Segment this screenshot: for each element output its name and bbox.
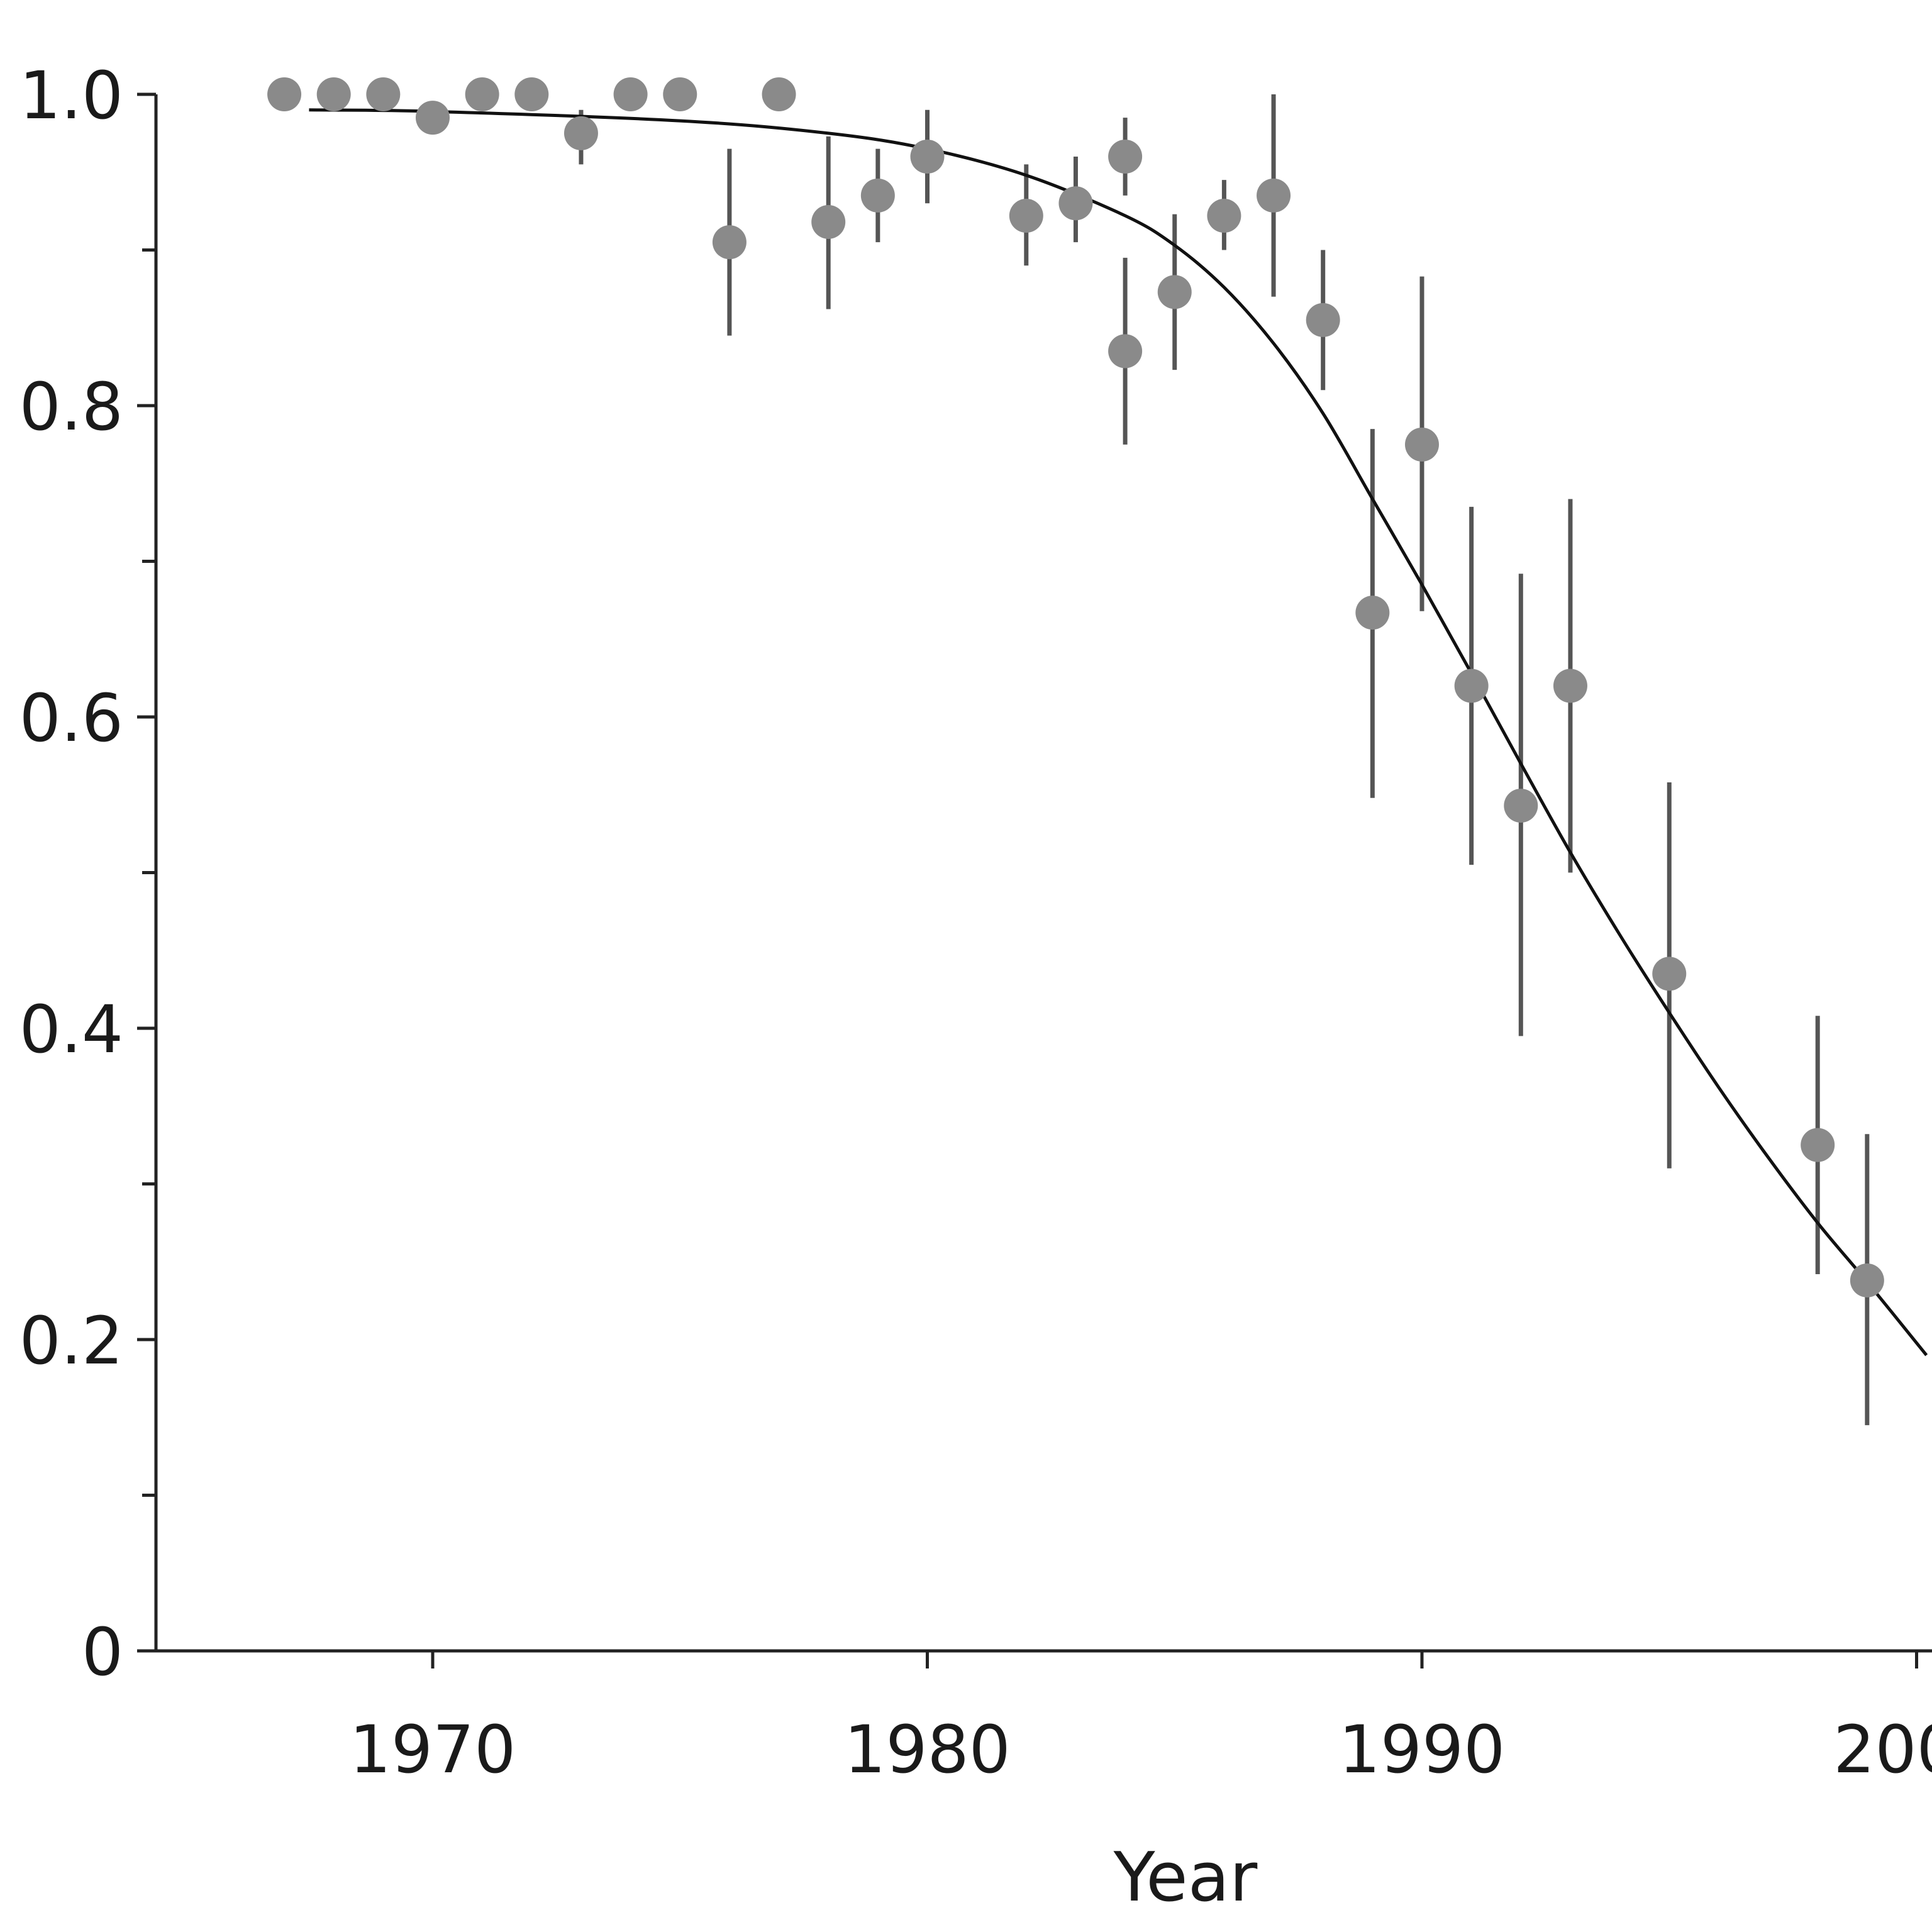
data-points bbox=[267, 77, 1884, 1297]
data-point bbox=[1405, 427, 1439, 462]
data-point bbox=[1108, 334, 1143, 369]
y-tick-label: 0.8 bbox=[19, 369, 123, 445]
data-point bbox=[416, 101, 450, 135]
y-axis: 0 0.2 0.4 0.6 0.8 1.0 bbox=[19, 57, 158, 1690]
data-point bbox=[1355, 596, 1390, 630]
data-point bbox=[1257, 178, 1291, 213]
data-point bbox=[1504, 789, 1538, 823]
data-point bbox=[267, 77, 302, 111]
x-axis-title: Year bbox=[1113, 1838, 1258, 1917]
y-tick-label: 1.0 bbox=[19, 57, 123, 134]
data-point bbox=[1652, 957, 1687, 991]
fit-curve-group bbox=[309, 108, 1928, 1357]
data-point bbox=[910, 140, 945, 174]
data-point bbox=[564, 116, 598, 150]
data-point bbox=[1306, 303, 1340, 337]
data-point bbox=[860, 178, 895, 213]
data-point bbox=[1207, 199, 1241, 233]
data-point bbox=[366, 77, 401, 111]
data-point bbox=[1108, 140, 1143, 174]
fit-curve bbox=[309, 108, 1928, 1357]
y-tick-label: 0.6 bbox=[19, 680, 123, 757]
y-tick-label: 0.2 bbox=[19, 1302, 123, 1379]
data-point bbox=[1058, 186, 1093, 221]
data-point bbox=[663, 77, 697, 111]
data-point bbox=[1454, 669, 1489, 703]
data-point bbox=[712, 225, 747, 260]
x-tick-label: 1970 bbox=[350, 1711, 516, 1788]
data-point bbox=[613, 77, 648, 111]
x-tick-label: 1980 bbox=[844, 1711, 1011, 1788]
data-point bbox=[514, 77, 549, 111]
error-bars bbox=[579, 94, 1870, 1426]
data-point bbox=[1157, 275, 1192, 309]
y-tick-label: 0 bbox=[82, 1614, 123, 1690]
data-point bbox=[762, 77, 796, 111]
data-point bbox=[316, 77, 351, 111]
x-tick-label: 1990 bbox=[1339, 1711, 1506, 1788]
y-tick-label: 0.4 bbox=[19, 991, 123, 1068]
data-point bbox=[1850, 1263, 1884, 1297]
data-point bbox=[811, 204, 846, 239]
data-point bbox=[1801, 1128, 1835, 1162]
data-point bbox=[1553, 669, 1587, 703]
data-point bbox=[1009, 199, 1043, 233]
data-point bbox=[465, 77, 499, 111]
